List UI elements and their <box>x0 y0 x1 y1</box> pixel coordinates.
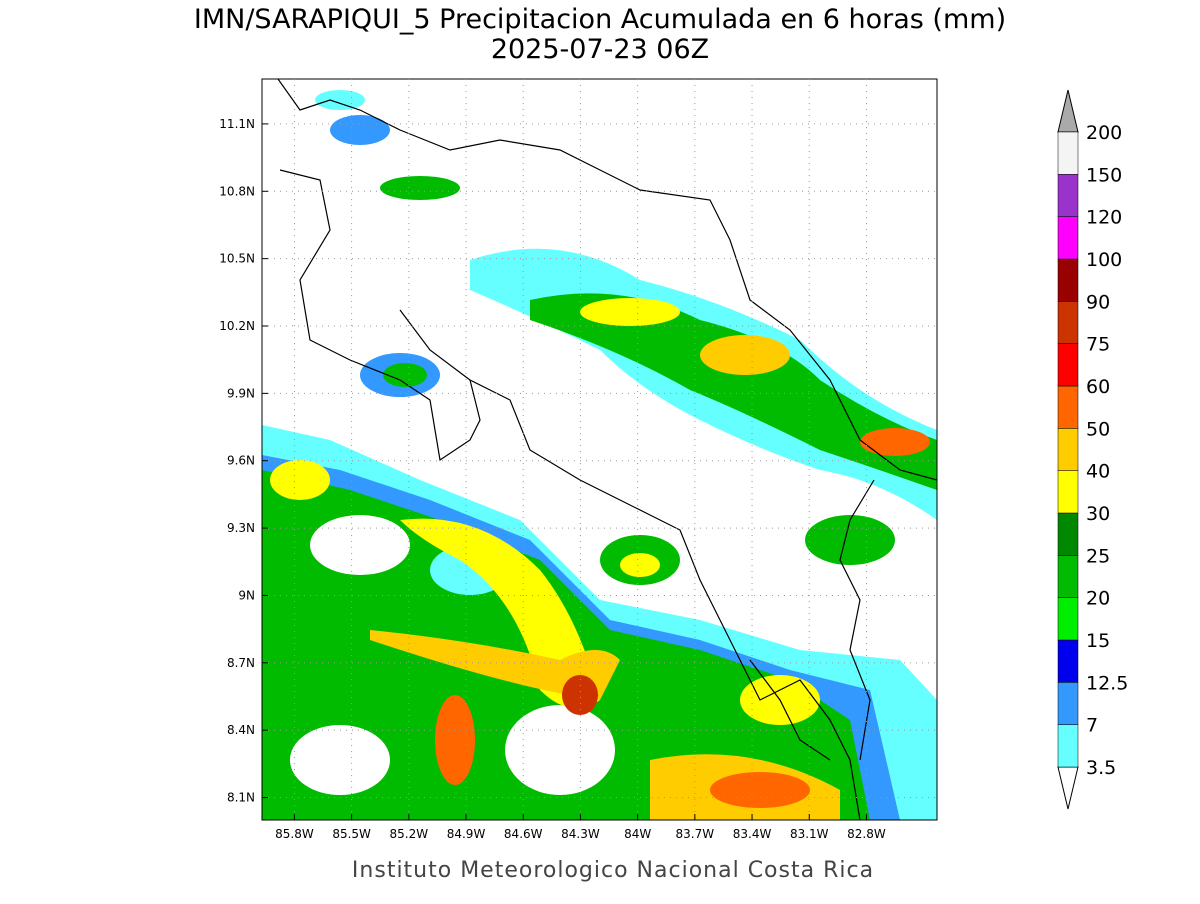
colorbar-label: 25 <box>1086 545 1110 567</box>
colorbar-swatch <box>1057 682 1079 725</box>
colorbar-swatch <box>1057 131 1079 175</box>
colorbar-swatch <box>1057 639 1079 683</box>
precip-field <box>262 90 937 820</box>
colorbar-label: 50 <box>1086 418 1110 440</box>
colorbar-swatch <box>1057 724 1079 768</box>
lat-tick-label: 11.1N <box>219 117 255 131</box>
colorbar-swatch <box>1057 258 1079 302</box>
lon-tick-label: 85.2W <box>390 827 429 841</box>
colorbar-swatch <box>1057 428 1079 471</box>
subtitle: 2025-07-23 06Z <box>491 34 709 65</box>
lon-tick-label: 84.3W <box>561 827 600 841</box>
lon-tick-label: 84W <box>624 827 651 841</box>
lat-tick-label: 10.8N <box>219 184 255 198</box>
colorbar-label: 90 <box>1086 291 1110 313</box>
lat-tick-label: 8.7N <box>227 656 255 670</box>
colorbar-label: 20 <box>1086 588 1110 610</box>
lat-tick-label: 9.9N <box>227 386 255 400</box>
colorbar-over <box>1057 89 1079 133</box>
colorbar-swatch <box>1057 512 1079 556</box>
colorbar-label: 7 <box>1086 715 1098 737</box>
colorbar-swatch <box>1057 174 1079 217</box>
lat-tick-label: 9N <box>238 588 255 602</box>
colorbar-label: 30 <box>1086 503 1110 525</box>
lon-tick-label: 84.6W <box>504 827 543 841</box>
footer: Instituto Meteorologico Nacional Costa R… <box>352 858 874 883</box>
lat-tick-label: 8.1N <box>227 791 255 805</box>
lat-tick-label: 10.2N <box>219 319 255 333</box>
colorbar-label: 3.5 <box>1086 757 1116 779</box>
colorbar-label: 60 <box>1086 376 1110 398</box>
colorbar-label: 40 <box>1086 461 1110 483</box>
colorbar-swatch <box>1057 555 1079 598</box>
colorbar-label: 150 <box>1086 164 1122 186</box>
lat-tick-label: 10.5N <box>219 252 255 266</box>
colorbar-swatch <box>1057 343 1079 387</box>
colorbar-under <box>1057 766 1079 810</box>
colorbar-label: 120 <box>1086 207 1122 229</box>
lon-tick-label: 85.8W <box>275 827 314 841</box>
lon-tick-label: 83.4W <box>733 827 772 841</box>
colorbar-label: 12.5 <box>1086 672 1128 694</box>
colorbar-label: 15 <box>1086 630 1110 652</box>
colorbar-swatch <box>1057 216 1079 260</box>
colorbar-label: 75 <box>1086 334 1110 356</box>
lon-tick-label: 83.1W <box>790 827 829 841</box>
colorbar-swatch <box>1057 385 1079 429</box>
lon-tick-label: 82.8W <box>847 827 886 841</box>
lon-tick-label: 84.9W <box>447 827 486 841</box>
colorbar-swatch <box>1057 301 1079 344</box>
colorbar-swatch <box>1057 597 1079 641</box>
lat-tick-label: 8.4N <box>227 723 255 737</box>
map-frame <box>261 78 938 821</box>
coastline <box>277 79 937 820</box>
lat-tick-label: 9.3N <box>227 521 255 535</box>
lat-tick-label: 9.6N <box>227 454 255 468</box>
colorbar-swatch <box>1057 470 1079 514</box>
lon-tick-label: 85.5W <box>332 827 371 841</box>
title: IMN/SARAPIQUI_5 Precipitacion Acumulada … <box>194 4 1006 35</box>
colorbar-label: 100 <box>1086 249 1122 271</box>
lon-tick-label: 83.7W <box>676 827 715 841</box>
colorbar-label: 200 <box>1086 122 1122 144</box>
